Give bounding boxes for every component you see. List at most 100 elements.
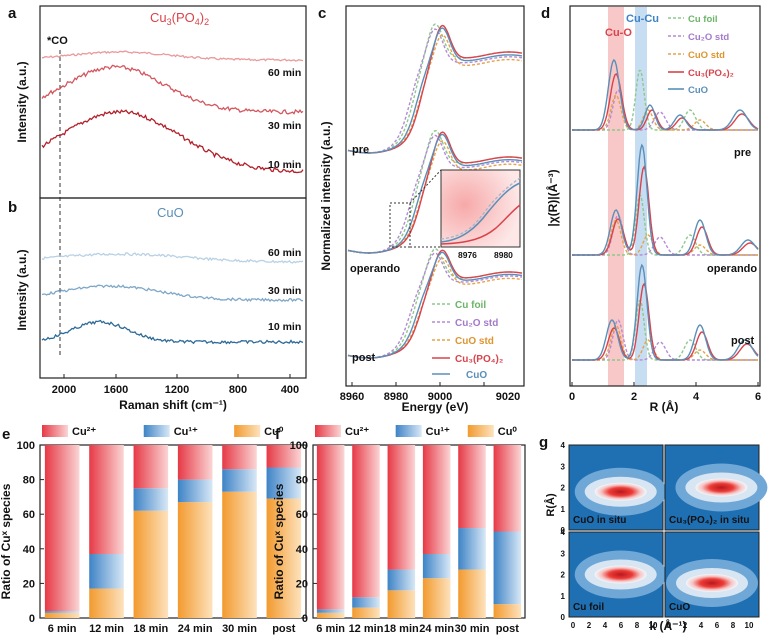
panel-b: b CuO Intensity (a.u.) 60 min 30 min 10 … bbox=[8, 197, 307, 412]
trace-a-10min bbox=[41, 109, 304, 174]
c-xtick-label: 9020 bbox=[496, 391, 520, 403]
legend-label-e: Cu⁰ bbox=[264, 426, 284, 438]
exafs-trace bbox=[572, 214, 758, 256]
ytick-label-e: 60 bbox=[23, 509, 35, 521]
panel-g: g CuO in situ Cu₃(PO₄)₂ in situ Cu foil CuO… bbox=[539, 434, 768, 633]
legend-d-cuostd: CuO std bbox=[688, 50, 725, 61]
xanes-trace bbox=[347, 257, 523, 359]
exafs-trace bbox=[572, 143, 759, 256]
exafs-trace bbox=[572, 89, 758, 131]
d-xtick-label: 4 bbox=[693, 391, 700, 403]
bar-e-Cu⁰-12 min bbox=[89, 588, 124, 618]
panel-c-xlabel: Energy (eV) bbox=[402, 400, 469, 414]
panel-a-frame bbox=[39, 5, 307, 199]
ylabel-e: Ratio of Cuˣ species bbox=[0, 483, 13, 599]
g-xtick-label: 0 bbox=[571, 621, 576, 630]
g-xtick-label: 4 bbox=[699, 621, 704, 630]
wavelet-peak bbox=[594, 482, 647, 501]
panel-letter-d: d bbox=[541, 5, 550, 22]
b-xtick-label: 800 bbox=[229, 384, 247, 396]
panel-d-xticks: 0 2 4 6 bbox=[569, 382, 761, 403]
bar-e-Cu²⁺-12 min bbox=[89, 445, 124, 554]
bar-f-Cu¹⁺-post bbox=[493, 531, 522, 605]
exafs-trace bbox=[572, 219, 758, 256]
ytick-label-f: 100 bbox=[290, 440, 308, 452]
ytick-label-e: 100 bbox=[17, 440, 35, 452]
legend-d-cu3po4: Cu₃(PO₄)₂ bbox=[688, 68, 734, 79]
band-cu-o bbox=[608, 7, 624, 386]
co-marker-label: *CO bbox=[47, 35, 68, 47]
panel-g-ylabel: R(Å) bbox=[544, 493, 557, 517]
legend-c-cu2o: Cu₂O std bbox=[455, 318, 498, 329]
xtick-label-e: 6 min bbox=[48, 623, 77, 635]
d-state-pre: pre bbox=[734, 147, 751, 159]
xlabel-e: Time bbox=[159, 634, 187, 636]
xanes-trace bbox=[347, 34, 523, 154]
xtick-label-e: post bbox=[272, 623, 296, 635]
legend-c-cufoil: Cu foil bbox=[455, 300, 486, 311]
xanes-trace bbox=[347, 133, 523, 254]
panel-letter-b: b bbox=[8, 199, 17, 216]
panel-a-title: Cu3(PO4)2 bbox=[150, 10, 209, 27]
xanes-trace bbox=[347, 134, 523, 254]
trace-label-a-10: 10 min bbox=[268, 159, 301, 171]
d-state-operando: operando bbox=[707, 263, 757, 275]
exafs-trace bbox=[572, 58, 759, 131]
bar-e-Cu¹⁺-30 min bbox=[222, 469, 257, 492]
inset-trace-cu3po4 bbox=[440, 204, 521, 245]
bar-e-Cu⁰-6 min bbox=[44, 612, 80, 618]
panel-b-frame bbox=[39, 197, 307, 379]
d-xtick-label: 2 bbox=[631, 391, 637, 403]
wavelet-peak bbox=[695, 478, 748, 497]
legend-swatch-f bbox=[467, 425, 494, 437]
b-xtick-label: 1600 bbox=[104, 384, 128, 396]
xtick-label-f: 12 min bbox=[349, 623, 384, 635]
state-label-operando: operando bbox=[350, 263, 400, 275]
bar-e-Cu²⁺-6 min bbox=[44, 445, 80, 612]
wavelet-label: Cu₃(PO₄)₂ in situ bbox=[669, 515, 750, 526]
ylabel-f: Ratio of Cuˣ species bbox=[272, 483, 286, 599]
g-ytick-label: 2 bbox=[561, 484, 566, 493]
legend-label-e: Cu²⁺ bbox=[72, 426, 96, 438]
exafs-trace bbox=[572, 263, 759, 361]
g-ytick-label: 0 bbox=[561, 613, 566, 622]
trace-label-b-10: 10 min bbox=[268, 321, 301, 333]
xanes-curves bbox=[347, 23, 523, 359]
bar-f-Cu¹⁺-12 min bbox=[352, 597, 380, 608]
g-ytick-label: 0 bbox=[561, 526, 566, 535]
ytick-label-f: 20 bbox=[296, 578, 308, 590]
xtick-label-f: 6 min bbox=[316, 623, 345, 635]
bar-e-Cu¹⁺-6 min bbox=[44, 611, 80, 613]
trace-label-b-60: 60 min bbox=[268, 247, 301, 259]
bar-e-Cu²⁺-30 min bbox=[222, 445, 257, 470]
g-ytick-label: 4 bbox=[561, 528, 566, 537]
legend-c-cuostd: CuO std bbox=[455, 336, 494, 347]
bar-f-Cu⁰-12 min bbox=[352, 607, 380, 618]
exafs-trace bbox=[572, 94, 758, 131]
panel-letter-g: g bbox=[539, 434, 548, 451]
trace-a-30min bbox=[41, 64, 304, 115]
panel-c-ylabel: Normalized intensity (a.u.) bbox=[319, 121, 333, 270]
legend-swatch-e bbox=[143, 425, 170, 437]
trace-b-10min bbox=[41, 319, 304, 345]
legend-label-f: Cu⁰ bbox=[498, 426, 518, 438]
ytick-label-f: 80 bbox=[296, 475, 308, 487]
legend-swatch-f bbox=[315, 425, 341, 437]
bar-e-Cu²⁺-18 min bbox=[133, 445, 169, 489]
bar-f-Cu⁰-6 min bbox=[316, 612, 345, 618]
inset-frame bbox=[440, 169, 521, 248]
bar-f-Cu²⁺-18 min bbox=[387, 445, 416, 570]
inset: 8976 8980 bbox=[440, 169, 521, 260]
xanes-trace bbox=[347, 251, 523, 359]
b-xtick-label: 400 bbox=[281, 384, 299, 396]
xanes-trace bbox=[347, 129, 523, 254]
exafs-trace bbox=[572, 299, 758, 361]
g-ytick-label: 1 bbox=[561, 592, 566, 601]
inset-tick-1: 8976 bbox=[458, 250, 477, 260]
state-label-pre: pre bbox=[352, 144, 369, 156]
g-xtick-label: 8 bbox=[731, 621, 736, 630]
state-label-post: post bbox=[352, 352, 376, 364]
c-xtick-label: 9000 bbox=[428, 391, 452, 403]
trace-b-30min bbox=[41, 284, 304, 303]
